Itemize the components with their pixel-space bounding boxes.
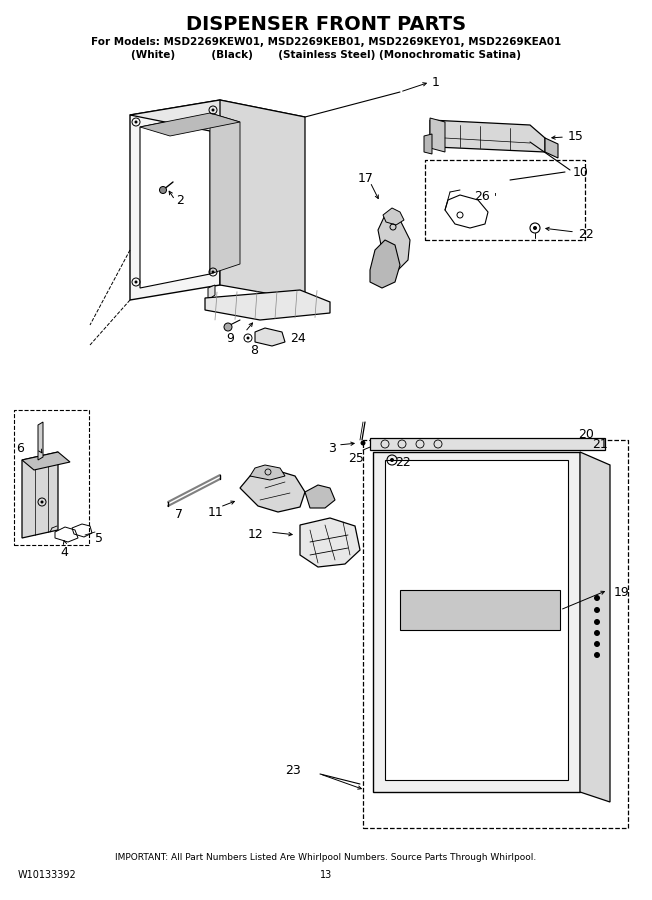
Polygon shape — [430, 120, 545, 152]
Polygon shape — [424, 134, 432, 154]
Polygon shape — [373, 452, 580, 792]
Circle shape — [594, 630, 600, 636]
Polygon shape — [250, 465, 285, 480]
Circle shape — [211, 271, 215, 274]
Polygon shape — [305, 485, 335, 508]
Text: 17: 17 — [358, 172, 374, 184]
Text: IMPORTANT: All Part Numbers Listed Are Whirlpool Numbers. Source Parts Through W: IMPORTANT: All Part Numbers Listed Are W… — [115, 853, 537, 862]
Text: 19: 19 — [614, 587, 630, 599]
Polygon shape — [240, 470, 305, 512]
Text: 12: 12 — [248, 528, 264, 542]
Text: DISPENSER FRONT PARTS: DISPENSER FRONT PARTS — [186, 15, 466, 34]
Text: 13: 13 — [320, 870, 332, 880]
Polygon shape — [255, 328, 285, 346]
Circle shape — [533, 226, 537, 230]
Polygon shape — [220, 100, 305, 300]
Polygon shape — [205, 290, 330, 320]
Circle shape — [40, 500, 44, 503]
Polygon shape — [140, 113, 240, 136]
Circle shape — [246, 337, 250, 339]
Polygon shape — [370, 240, 400, 288]
Text: 26: 26 — [474, 191, 490, 203]
Circle shape — [224, 323, 232, 331]
Polygon shape — [22, 452, 70, 470]
Text: W10133392: W10133392 — [18, 870, 77, 880]
Polygon shape — [130, 100, 305, 132]
Polygon shape — [430, 118, 445, 152]
Circle shape — [361, 440, 366, 445]
Text: 24: 24 — [290, 331, 306, 345]
Text: 11: 11 — [208, 506, 224, 518]
Circle shape — [594, 641, 600, 647]
Circle shape — [594, 595, 600, 601]
Polygon shape — [210, 113, 240, 274]
Polygon shape — [385, 460, 568, 780]
Text: 25: 25 — [348, 452, 364, 464]
Polygon shape — [300, 518, 360, 567]
Text: 22: 22 — [395, 456, 411, 470]
Circle shape — [134, 121, 138, 123]
Text: ': ' — [494, 192, 497, 202]
Polygon shape — [580, 452, 610, 802]
Circle shape — [594, 607, 600, 613]
Text: 21: 21 — [592, 437, 608, 451]
Text: 9: 9 — [226, 331, 234, 345]
Text: 5: 5 — [95, 532, 103, 544]
Text: 7: 7 — [175, 508, 183, 521]
Polygon shape — [130, 100, 220, 300]
Text: 10: 10 — [573, 166, 589, 179]
Text: 23: 23 — [285, 763, 301, 777]
Circle shape — [390, 458, 394, 462]
Text: 15: 15 — [568, 130, 584, 143]
Polygon shape — [383, 208, 404, 225]
Text: 22: 22 — [578, 228, 594, 240]
Polygon shape — [400, 590, 560, 630]
Polygon shape — [208, 285, 215, 300]
Circle shape — [160, 186, 166, 194]
Text: 3: 3 — [328, 442, 336, 454]
Polygon shape — [38, 422, 43, 460]
Text: 1: 1 — [432, 76, 440, 88]
Circle shape — [594, 652, 600, 658]
Polygon shape — [378, 212, 410, 270]
Circle shape — [594, 619, 600, 625]
Polygon shape — [22, 452, 58, 538]
Polygon shape — [545, 138, 558, 158]
Text: 20: 20 — [578, 428, 594, 442]
Circle shape — [211, 109, 215, 112]
Text: 6: 6 — [16, 442, 24, 454]
Text: 8: 8 — [250, 344, 258, 356]
Polygon shape — [140, 113, 210, 288]
Text: 4: 4 — [60, 545, 68, 559]
Polygon shape — [370, 438, 605, 450]
Text: (White)          (Black)       (Stainless Steel) (Monochromatic Satina): (White) (Black) (Stainless Steel) (Monoc… — [131, 50, 521, 60]
Circle shape — [134, 281, 138, 284]
Text: For Models: MSD2269KEW01, MSD2269KEB01, MSD2269KEY01, MSD2269KEA01: For Models: MSD2269KEW01, MSD2269KEB01, … — [91, 37, 561, 47]
Text: 2: 2 — [176, 194, 184, 206]
